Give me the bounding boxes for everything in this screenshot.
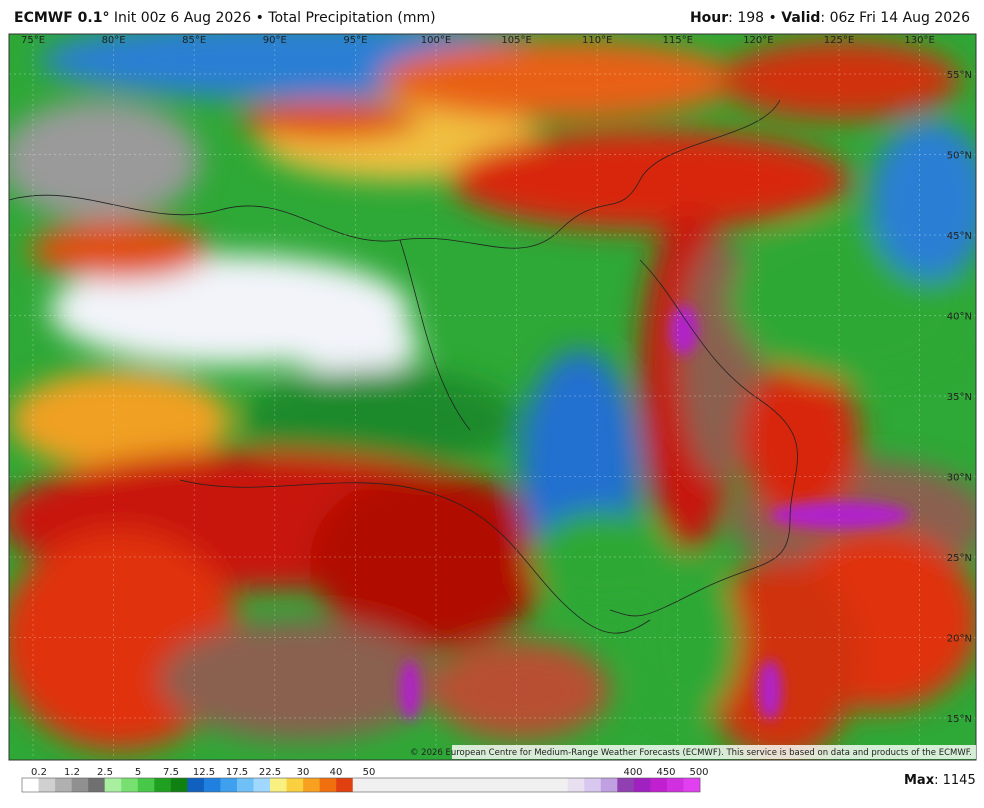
max-label: Max: 1145 bbox=[904, 773, 976, 788]
colorbar-swatch bbox=[286, 778, 304, 792]
colorbar-swatch bbox=[88, 778, 105, 792]
lon-label: 125°E bbox=[824, 35, 854, 46]
valid-label: Valid bbox=[781, 10, 821, 26]
colorbar-swatch bbox=[584, 778, 602, 792]
colorbar-label: 7.5 bbox=[163, 767, 179, 778]
colorbar-swatch bbox=[600, 778, 618, 792]
lon-label: 105°E bbox=[501, 35, 531, 46]
hour: 198 bbox=[737, 10, 765, 26]
product: Total Precipitation (mm) bbox=[268, 10, 436, 26]
colorbar-swatch bbox=[220, 778, 238, 792]
colorbar-swatch bbox=[485, 778, 502, 792]
colorbar-swatch bbox=[270, 778, 287, 792]
lat-label: 55°N bbox=[947, 70, 972, 81]
lat-label: 15°N bbox=[947, 714, 972, 725]
colorbar-swatch bbox=[551, 778, 569, 792]
lon-label: 75°E bbox=[21, 35, 45, 46]
colorbar-swatch bbox=[369, 778, 387, 792]
colorbar-swatch bbox=[253, 778, 271, 792]
colorbar: 0.2 1.2 2.5 5 7.5 12.5 17.5 22.5 30 40 50 400 450 500 bbox=[21, 767, 709, 793]
colorbar-label: 2.5 bbox=[97, 767, 113, 778]
credit: © 2026 European Centre for Medium-Range … bbox=[410, 748, 972, 758]
colorbar-swatch bbox=[303, 778, 320, 792]
colorbar-swatch bbox=[38, 778, 56, 792]
colorbar-label: 12.5 bbox=[193, 767, 215, 778]
lat-label: 50°N bbox=[947, 151, 972, 162]
max-value: 1145 bbox=[943, 773, 976, 788]
colorbar-swatch bbox=[534, 778, 552, 792]
lon-label: 80°E bbox=[102, 35, 126, 46]
lat-labels: 55°N 50°N 45°N 40°N 35°N 30°N 25°N 20°N 15°N bbox=[947, 70, 972, 725]
colorbar-swatch bbox=[617, 778, 635, 792]
colorbar-swatch bbox=[567, 778, 585, 792]
hour-label: Hour bbox=[689, 10, 729, 26]
colorbar-swatch bbox=[468, 778, 486, 792]
colorbar-swatch bbox=[385, 778, 403, 792]
lat-label: 30°N bbox=[947, 473, 972, 484]
precip-field bbox=[9, 34, 976, 760]
lat-label: 25°N bbox=[947, 553, 972, 564]
colorbar-swatch bbox=[666, 778, 684, 792]
init: Init 00z 6 Aug 2026 bbox=[113, 10, 252, 26]
colorbar-swatch bbox=[518, 778, 535, 792]
lon-label: 110°E bbox=[582, 35, 612, 46]
colorbar-swatch bbox=[137, 778, 155, 792]
lon-labels: 75°E 80°E 85°E 90°E 95°E 100°E 105°E 110°E 115°E… bbox=[21, 35, 935, 46]
graticule bbox=[9, 34, 976, 760]
colorbar-label: 5 bbox=[135, 767, 141, 778]
colorbar-label: 1.2 bbox=[64, 767, 80, 778]
colorbar-label: 50 bbox=[363, 767, 376, 778]
colorbar-label: 17.5 bbox=[226, 767, 248, 778]
valid: 06z Fri 14 Aug 2026 bbox=[829, 10, 970, 26]
colorbar-label: 40 bbox=[330, 767, 343, 778]
colorbar-swatch bbox=[650, 778, 668, 792]
header-right: Hour: 198 • Valid: 06z Fri 14 Aug 2026 bbox=[689, 10, 970, 26]
lon-label: 115°E bbox=[663, 35, 693, 46]
lon-label: 120°E bbox=[743, 35, 773, 46]
lon-label: 95°E bbox=[343, 35, 367, 46]
colorbar-swatch bbox=[319, 778, 337, 792]
colorbar-swatch bbox=[121, 778, 139, 792]
colorbar-frame bbox=[21, 777, 701, 793]
colorbar-swatch bbox=[104, 778, 122, 792]
lat-label: 35°N bbox=[947, 392, 972, 403]
model: ECMWF 0.1° bbox=[14, 10, 110, 26]
colorbar-swatch bbox=[402, 778, 420, 792]
lon-label: 85°E bbox=[182, 35, 206, 46]
lon-label: 100°E bbox=[421, 35, 451, 46]
colorbar-swatch bbox=[203, 778, 221, 792]
colorbar-swatch bbox=[435, 778, 453, 792]
colorbar-label: 500 bbox=[689, 767, 708, 778]
colorbar-swatch bbox=[633, 778, 651, 792]
lon-label: 90°E bbox=[263, 35, 287, 46]
colorbar-swatch bbox=[170, 778, 188, 792]
colorbar-swatch bbox=[501, 778, 519, 792]
lat-label: 40°N bbox=[947, 312, 972, 323]
colorbar-swatch bbox=[336, 778, 354, 792]
colorbar-label: 30 bbox=[297, 767, 310, 778]
max-label-text: Max bbox=[904, 773, 935, 788]
lon-label: 130°E bbox=[904, 35, 934, 46]
colorbar-swatch bbox=[154, 778, 172, 792]
colorbar-swatch bbox=[22, 778, 39, 792]
colorbar-swatch bbox=[71, 778, 89, 792]
colorbar-swatch bbox=[187, 778, 205, 792]
lat-label: 45°N bbox=[947, 231, 972, 242]
colorbar-swatch bbox=[451, 778, 469, 792]
colorbar-label: 22.5 bbox=[259, 767, 281, 778]
colorbar-swatch bbox=[418, 778, 436, 792]
colorbar-label: 0.2 bbox=[31, 767, 47, 778]
lat-label: 20°N bbox=[947, 634, 972, 645]
colorbar-swatch bbox=[236, 778, 254, 792]
colorbar-label: 400 bbox=[623, 767, 642, 778]
colorbar-label: 450 bbox=[656, 767, 675, 778]
header-left: ECMWF 0.1° Init 00z 6 Aug 2026 • Total P… bbox=[14, 10, 436, 26]
colorbar-swatch bbox=[683, 778, 701, 792]
colorbar-swatch bbox=[352, 778, 370, 792]
colorbar-swatch bbox=[55, 778, 72, 792]
